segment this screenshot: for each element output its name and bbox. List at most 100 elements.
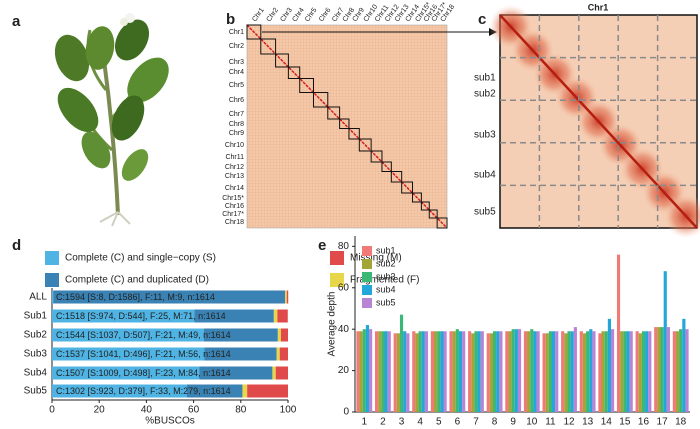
bar-segment: [186, 384, 243, 398]
chromosome-block: [348, 128, 360, 140]
y-tick-label: Sub1: [24, 311, 48, 322]
sub-label: sub5: [474, 207, 496, 218]
y-tick-label: 0: [343, 407, 349, 418]
bar-segment: [194, 309, 274, 323]
legend-label: Missing (M): [350, 253, 402, 264]
bar: [533, 331, 537, 412]
chromosome-label: Chr17*: [222, 211, 244, 218]
bar-label: C:1302 [S:923, D:379], F:33, M:279, n:16…: [56, 386, 231, 396]
bar: [493, 331, 497, 412]
x-tick-label: 40: [141, 405, 153, 416]
x-tick-label: 18: [675, 417, 687, 428]
bar-segment: [277, 309, 288, 323]
bar: [458, 331, 463, 412]
bar: [365, 325, 370, 412]
chromosome-label: Chr5: [304, 7, 318, 24]
bar: [412, 331, 416, 412]
bar: [629, 331, 633, 412]
hic-diagonal: [246, 24, 448, 229]
chromosome-block: [275, 53, 289, 68]
chromosome-block: [299, 78, 315, 93]
bar: [645, 331, 649, 412]
bar: [567, 331, 571, 412]
chromosome-label: Chr11: [225, 154, 244, 161]
chromosome-label: Chr4: [229, 69, 244, 76]
bar-label: C:1594 [S:8, D:1586], F:11, M:9, n:1614: [56, 292, 215, 302]
bar: [403, 331, 407, 412]
x-tick-label: 4: [417, 417, 423, 428]
x-tick-label: 7: [473, 417, 479, 428]
bar: [654, 327, 658, 412]
zoom-diagonal: [499, 14, 698, 229]
bar: [384, 331, 388, 412]
y-tick-label: Sub4: [24, 368, 48, 379]
bar: [548, 331, 552, 412]
bar: [378, 331, 382, 412]
chromosome-label: Chr13: [225, 173, 244, 180]
chromosome-label: Chr4: [291, 7, 305, 24]
bar: [468, 331, 472, 412]
chromosome-block: [313, 92, 329, 108]
bar: [601, 331, 605, 412]
chromosome-block: [370, 150, 383, 163]
bar: [555, 331, 559, 412]
y-tick-label: 20: [338, 365, 350, 376]
bar-label: C:1507 [S:1009, D:498], F:23, M:84, n:16…: [56, 368, 231, 378]
bar: [679, 329, 683, 412]
x-tick-label: 11: [545, 417, 556, 428]
chromosome-block: [412, 192, 422, 203]
sub-label: sub3: [474, 130, 496, 141]
bar-label: C:1518 [S:974, D:544], F:25, M:71, n:161…: [56, 311, 226, 321]
chromosome-label: Chr1: [229, 29, 244, 36]
bar: [530, 329, 534, 412]
bar: [434, 331, 438, 412]
x-tick-label: 14: [601, 417, 613, 428]
bar: [486, 333, 490, 412]
chromosome-label: Chr8: [229, 121, 244, 128]
legend-swatch: [330, 251, 344, 265]
x-tick-label: 5: [436, 417, 442, 428]
legend-label: sub2: [376, 258, 396, 268]
x-tick-label: 8: [492, 417, 498, 428]
x-tick-label: 1: [362, 417, 368, 428]
legend-label: sub4: [376, 284, 396, 294]
bar: [607, 318, 611, 412]
bar: [663, 271, 667, 412]
x-tick-label: 15: [619, 417, 631, 428]
panel-letter: b: [226, 11, 235, 28]
chromosome-block: [420, 201, 430, 211]
bar: [545, 333, 549, 412]
chromosome-label: Chr14: [225, 185, 244, 192]
bar: [440, 331, 444, 412]
chromosome-label: Chr10: [225, 142, 244, 149]
zoom-title: Chr1: [588, 2, 609, 12]
x-tick-label: 100: [280, 405, 297, 416]
x-tick-label: 3: [399, 417, 405, 428]
bar: [424, 331, 429, 412]
bar: [393, 333, 397, 412]
bar-segment: [52, 347, 205, 361]
bar-segment: [204, 347, 277, 361]
bar: [582, 333, 587, 412]
bar-segment: [52, 290, 54, 304]
bar: [657, 327, 661, 412]
legend-swatch: [362, 272, 372, 282]
bar: [523, 331, 528, 412]
bar: [685, 329, 689, 412]
bar-segment: [277, 328, 281, 342]
bar: [517, 329, 522, 412]
bar-segment: [280, 328, 288, 342]
chromosome-label: Chr3: [229, 59, 244, 66]
bar: [452, 331, 456, 412]
panel-letter: c: [478, 11, 486, 28]
legend-swatch: [362, 259, 372, 269]
chromosome-label: Chr16: [225, 203, 244, 210]
bar-segment: [276, 347, 280, 361]
bar: [508, 331, 512, 412]
bar: [430, 331, 435, 412]
bar: [359, 331, 363, 412]
bar: [437, 331, 441, 412]
hic-blocks: [246, 24, 448, 229]
legend-swatch: [45, 251, 59, 265]
bar: [455, 329, 459, 412]
